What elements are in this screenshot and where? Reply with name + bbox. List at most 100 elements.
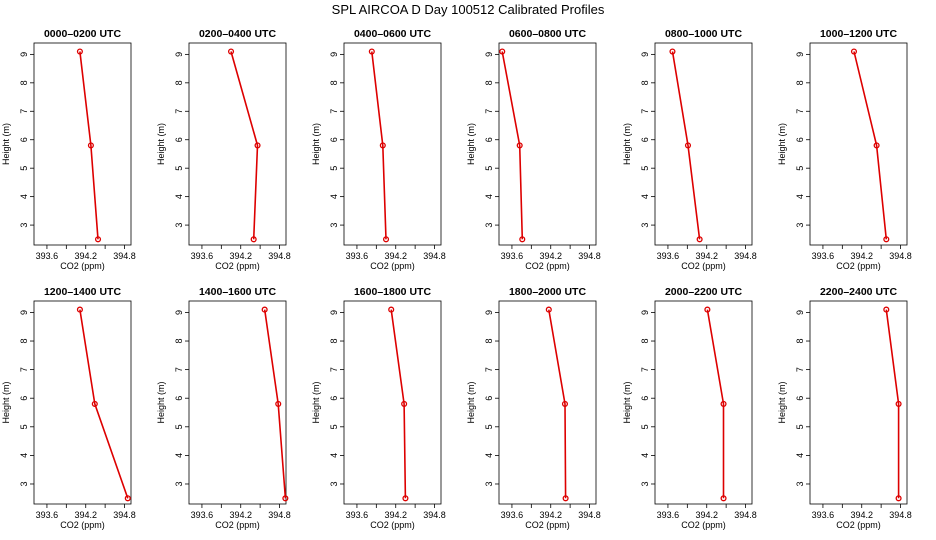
- y-tick-label: 7: [795, 109, 805, 114]
- y-tick-label: 5: [795, 424, 805, 429]
- panel-10: 1800–2000 UTC 393.6 394.2 394.8 CO2 (ppm) 3 4 5…: [466, 286, 601, 530]
- x-tick-label: 394.8: [734, 251, 757, 261]
- x-tick-label: 393.6: [501, 251, 524, 261]
- panel-3: 0400–0600 UTC 393.6 394.2 394.8 CO2 (ppm) 3 4 5…: [311, 28, 446, 271]
- profile-line: [390, 309, 407, 499]
- y-tick-label: 9: [19, 310, 29, 315]
- data-point: [76, 306, 83, 313]
- x-axis-label: CO2 (ppm): [60, 261, 105, 271]
- y-axis: 3 4 5 6 7 8 9 Height (m): [311, 310, 344, 486]
- panel-title: 1400–1600 UTC: [199, 286, 276, 298]
- data-point: [499, 48, 506, 55]
- y-tick-label: 8: [329, 339, 339, 344]
- y-tick-label: 8: [795, 80, 805, 85]
- x-tick-label: 394.8: [423, 510, 446, 520]
- y-axis: 3 4 5 6 7 8 9 Height (m): [622, 52, 655, 228]
- y-tick-label: 5: [795, 166, 805, 171]
- x-tick-label: 394.8: [113, 251, 136, 261]
- y-axis: 3 4 5 6 7 8 9 Height (m): [777, 52, 810, 228]
- x-tick-label: 393.6: [812, 510, 835, 520]
- y-axis: 3 4 5 6 7 8 9 Height (m): [1, 310, 34, 486]
- data-point: [401, 400, 408, 407]
- x-tick-label: 393.6: [346, 510, 369, 520]
- x-tick-label: 394.2: [74, 510, 97, 520]
- panel-title: 1600–1800 UTC: [354, 286, 431, 298]
- y-tick-label: 3: [19, 223, 29, 228]
- x-axis: 393.6 394.2 394.8 CO2 (ppm): [36, 245, 136, 271]
- panel-title: 0200–0400 UTC: [199, 28, 276, 40]
- y-tick-label: 9: [174, 310, 184, 315]
- figure-title: SPL AIRCOA D Day 100512 Calibrated Profi…: [332, 2, 605, 17]
- y-tick-label: 9: [174, 52, 184, 57]
- y-axis-label: Height (m): [622, 123, 632, 165]
- profile-line: [371, 51, 387, 240]
- x-tick-label: 394.2: [695, 510, 718, 520]
- panel-5: 0800–1000 UTC 393.6 394.2 394.8 CO2 (ppm) 3 4 5…: [622, 28, 757, 271]
- y-tick-label: 6: [19, 137, 29, 142]
- data-point: [696, 236, 703, 243]
- y-tick-label: 9: [329, 52, 339, 57]
- y-axis-label: Height (m): [1, 123, 11, 165]
- y-axis: 3 4 5 6 7 8 9 Height (m): [622, 310, 655, 486]
- y-tick-label: 8: [484, 339, 494, 344]
- x-tick-label: 393.6: [657, 251, 680, 261]
- y-tick-label: 5: [640, 424, 650, 429]
- y-tick-label: 3: [484, 481, 494, 486]
- y-axis: 3 4 5 6 7 8 9 Height (m): [777, 310, 810, 486]
- plot-frame: [654, 300, 753, 505]
- x-tick-label: 394.2: [74, 251, 97, 261]
- y-tick-label: 3: [329, 223, 339, 228]
- y-tick-label: 8: [329, 80, 339, 85]
- plot-frame: [343, 300, 442, 505]
- data-point: [368, 48, 375, 55]
- y-tick-label: 7: [484, 109, 494, 114]
- data-point: [669, 48, 676, 55]
- data-point: [895, 400, 902, 407]
- y-axis-label: Height (m): [777, 381, 787, 423]
- y-tick-label: 7: [640, 109, 650, 114]
- y-axis: 3 4 5 6 7 8 9 Height (m): [1, 52, 34, 228]
- panel-title: 2000–2200 UTC: [665, 286, 742, 298]
- x-tick-label: 393.6: [191, 251, 214, 261]
- plot-frame: [498, 300, 597, 505]
- y-tick-label: 4: [19, 194, 29, 199]
- data-point: [562, 495, 569, 502]
- y-axis: 3 4 5 6 7 8 9 Height (m): [466, 310, 499, 486]
- y-axis-label: Height (m): [156, 381, 166, 423]
- panel-8: 1400–1600 UTC 393.6 394.2 394.8 CO2 (ppm) 3 4 5…: [156, 286, 291, 530]
- panel-9: 1600–1800 UTC 393.6 394.2 394.8 CO2 (ppm) 3 4 5…: [311, 286, 446, 530]
- x-tick-label: 393.6: [191, 510, 214, 520]
- data-point: [227, 48, 235, 55]
- x-tick-label: 394.2: [384, 251, 407, 261]
- y-axis-label: Height (m): [311, 381, 321, 423]
- data-point: [545, 306, 552, 313]
- data-point: [850, 48, 858, 55]
- data-point: [379, 142, 386, 149]
- y-tick-label: 8: [795, 339, 805, 344]
- y-tick-label: 6: [795, 396, 805, 401]
- x-axis: 393.6 394.2 394.8 CO2 (ppm): [191, 245, 291, 271]
- y-tick-label: 5: [640, 166, 650, 171]
- panel-title: 2200–2400 UTC: [820, 286, 897, 298]
- y-tick-label: 7: [329, 109, 339, 114]
- y-tick-label: 8: [484, 80, 494, 85]
- data-point: [684, 142, 692, 149]
- data-point: [124, 495, 131, 502]
- y-axis: 3 4 5 6 7 8 9 Height (m): [156, 52, 189, 228]
- x-axis: 393.6 394.2 394.8 CO2 (ppm): [657, 245, 757, 271]
- y-tick-label: 7: [19, 367, 29, 372]
- y-tick-label: 5: [484, 166, 494, 171]
- y-axis-label: Height (m): [777, 123, 787, 165]
- y-tick-label: 7: [329, 367, 339, 372]
- plot-frame: [343, 42, 442, 246]
- x-axis: 393.6 394.2 394.8 CO2 (ppm): [191, 504, 291, 530]
- y-tick-label: 4: [19, 453, 29, 458]
- y-tick-label: 9: [329, 310, 339, 315]
- data-point: [519, 236, 526, 243]
- y-tick-label: 6: [795, 137, 805, 142]
- panel-12: 2200–2400 UTC 393.6 394.2 394.8 CO2 (ppm) 3 4 5…: [777, 286, 912, 530]
- x-tick-label: 394.8: [734, 510, 757, 520]
- y-axis-label: Height (m): [156, 123, 166, 165]
- x-tick-label: 394.8: [889, 510, 912, 520]
